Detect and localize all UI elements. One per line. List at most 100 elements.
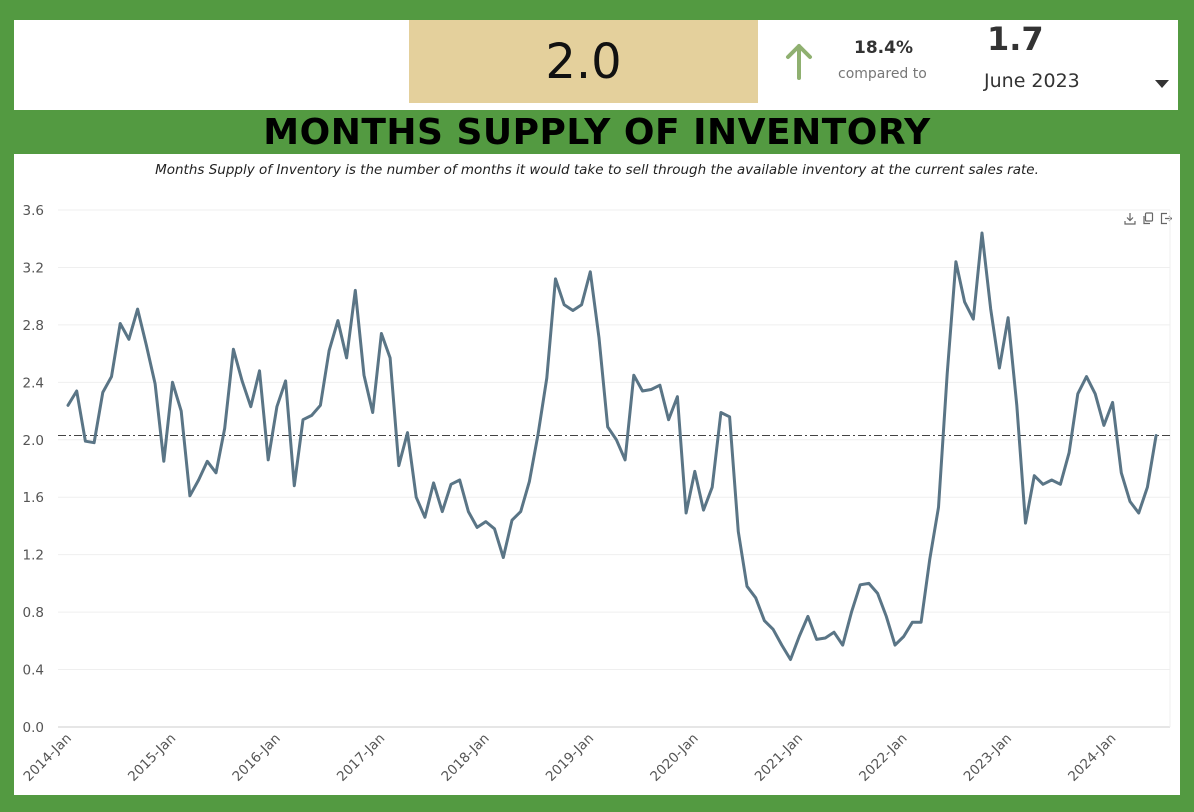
y-tick-label: 2.8	[23, 318, 44, 334]
data-point	[981, 232, 984, 235]
data-point	[119, 322, 122, 325]
data-point	[580, 303, 583, 306]
data-point	[215, 471, 218, 474]
data-point	[511, 519, 514, 522]
chart-subtitle: Months Supply of Inventory is the number…	[155, 162, 1039, 178]
x-tick-label: 2022-Jan	[856, 731, 910, 785]
x-tick-label: 2018-Jan	[438, 731, 492, 785]
x-tick-label: 2014-Jan	[21, 731, 75, 785]
data-point	[188, 494, 191, 497]
data-point	[180, 410, 183, 413]
data-point	[415, 496, 418, 499]
data-point	[380, 332, 383, 335]
data-point	[545, 377, 548, 380]
data-point	[1085, 375, 1088, 378]
current-value-box: 2.0	[409, 20, 758, 103]
data-point	[67, 404, 70, 407]
data-point	[84, 440, 87, 443]
data-point	[241, 379, 244, 382]
data-point	[302, 418, 305, 421]
data-point	[171, 381, 174, 384]
current-value: 2.0	[545, 33, 622, 90]
data-point	[998, 367, 1001, 370]
data-point	[946, 372, 949, 375]
x-tick-label: 2016-Jan	[229, 731, 283, 785]
data-point	[658, 384, 661, 387]
data-point	[354, 289, 357, 292]
data-point	[632, 374, 635, 377]
data-point	[519, 510, 522, 513]
data-point	[162, 460, 165, 463]
data-point	[563, 303, 566, 306]
y-tick-label: 1.2	[23, 548, 44, 564]
data-point	[894, 644, 897, 647]
data-point	[920, 621, 923, 624]
data-point	[885, 615, 888, 618]
data-point	[493, 527, 496, 530]
data-point	[432, 481, 435, 484]
data-point	[711, 486, 714, 489]
y-tick-label: 0.4	[23, 663, 44, 679]
data-point	[145, 344, 148, 347]
data-point	[423, 516, 426, 519]
data-point	[693, 470, 696, 473]
data-point	[389, 356, 392, 359]
data-point	[1007, 316, 1010, 319]
data-point	[911, 621, 914, 624]
y-tick-label: 1.6	[23, 490, 44, 506]
x-tick-label: 2020-Jan	[647, 731, 701, 785]
data-point	[328, 349, 331, 352]
data-point	[763, 619, 766, 622]
data-point	[1146, 486, 1149, 489]
data-point	[1137, 512, 1140, 515]
data-point	[293, 484, 296, 487]
data-point	[441, 510, 444, 513]
data-point	[598, 336, 601, 339]
data-point	[93, 441, 96, 444]
y-tick-label: 3.2	[23, 260, 44, 276]
data-point	[650, 388, 653, 391]
data-point	[702, 509, 705, 512]
data-point	[963, 300, 966, 303]
data-point	[1129, 500, 1132, 503]
line-chart: 0.0 0.4 0.8 1.2 1.6 2.0 2.4 2.8 3.2 3.6 2014-Jan 20…	[21, 203, 1171, 785]
data-point	[928, 558, 931, 561]
data-point	[258, 369, 261, 372]
y-tick-label: 2.4	[23, 375, 44, 391]
data-point	[249, 405, 252, 408]
data-point	[1102, 424, 1105, 427]
y-tick-label: 2.0	[23, 433, 44, 449]
data-point	[1120, 471, 1123, 474]
page-title: MONTHS SUPPLY OF INVENTORY	[263, 112, 931, 153]
data-point	[867, 582, 870, 585]
data-point	[223, 427, 226, 430]
data-point	[136, 308, 139, 311]
data-point	[1076, 392, 1079, 395]
data-point	[789, 658, 792, 661]
data-point	[336, 319, 339, 322]
x-tick-label: 2024-Jan	[1065, 731, 1119, 785]
data-point	[363, 374, 366, 377]
data-point	[728, 415, 731, 418]
data-point	[876, 592, 879, 595]
data-point	[127, 338, 130, 341]
data-point	[954, 260, 957, 263]
data-point	[1050, 479, 1053, 482]
data-point	[685, 512, 688, 515]
data-point	[1094, 392, 1097, 395]
data-point	[206, 460, 209, 463]
data-point	[1111, 401, 1114, 404]
data-point	[780, 644, 783, 647]
copy-icon[interactable]	[1142, 212, 1154, 225]
data-point	[528, 480, 531, 483]
data-point	[972, 318, 975, 321]
data-point	[641, 390, 644, 393]
x-tick-label: 2015-Jan	[125, 731, 179, 785]
chart-panel: Months Supply of Inventory is the number…	[14, 154, 1180, 795]
data-point	[554, 277, 557, 280]
download-icon[interactable]	[1124, 212, 1136, 225]
data-point	[1033, 474, 1036, 477]
data-point	[806, 615, 809, 618]
data-point	[798, 635, 801, 638]
comparison-period-dropdown[interactable]: June 2023	[984, 70, 1169, 98]
